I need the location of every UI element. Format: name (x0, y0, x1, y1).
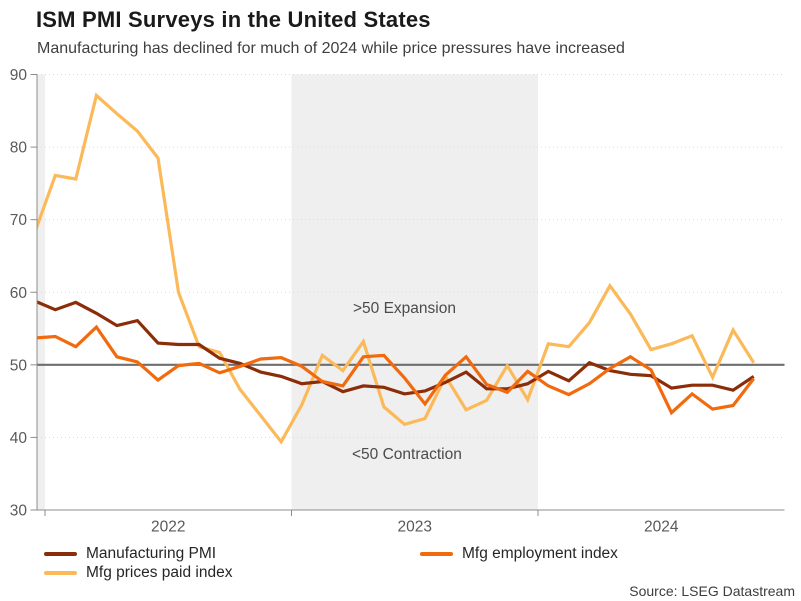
page-title: ISM PMI Surveys in the United States (36, 7, 431, 32)
y-axis-label: 60 (10, 285, 28, 302)
legend-item-manufacturing-pmi: Manufacturing PMI (44, 545, 420, 563)
legend-swatch-mfg-prices-paid-index (44, 571, 77, 575)
y-axis-label: 80 (10, 140, 28, 157)
page-subtitle: Manufacturing has declined for much of 2… (37, 40, 625, 57)
y-axis-label: 50 (10, 357, 28, 374)
y-axis-label: 70 (10, 212, 28, 229)
annotation-expansion: >50 Expansion (353, 300, 456, 317)
legend-label-manufacturing-pmi: Manufacturing PMI (86, 545, 217, 562)
legend-label-mfg-employment-index: Mfg employment index (462, 545, 618, 562)
year-shading-band (291, 74, 538, 510)
legend-swatch-mfg-employment-index (420, 552, 453, 556)
series-line-mfg-prices-paid-index (36, 92, 756, 445)
series-group (36, 92, 756, 445)
legend-item-mfg-prices-paid-index: Mfg prices paid index (44, 564, 420, 582)
series-line-mfg-employment-index (36, 324, 755, 416)
y-axis-label: 30 (10, 503, 28, 520)
source-attribution: Source: LSEG Datastream (629, 583, 795, 599)
legend-swatch-manufacturing-pmi (44, 552, 77, 556)
chart-legend: Manufacturing PMI Mfg employment index M… (44, 545, 618, 582)
y-axis-label: 90 (10, 67, 28, 84)
x-axis-year-label: 2023 (398, 519, 432, 536)
x-axis-year-label: 2024 (644, 519, 679, 536)
y-axis-label: 40 (10, 430, 28, 447)
x-axis-year-label: 2022 (151, 519, 185, 536)
series-line-manufacturing-pmi (36, 300, 755, 396)
annotation-contraction: <50 Contraction (352, 446, 462, 463)
legend-label-mfg-prices-paid-index: Mfg prices paid index (86, 564, 233, 581)
legend-item-mfg-employment-index: Mfg employment index (420, 545, 618, 563)
